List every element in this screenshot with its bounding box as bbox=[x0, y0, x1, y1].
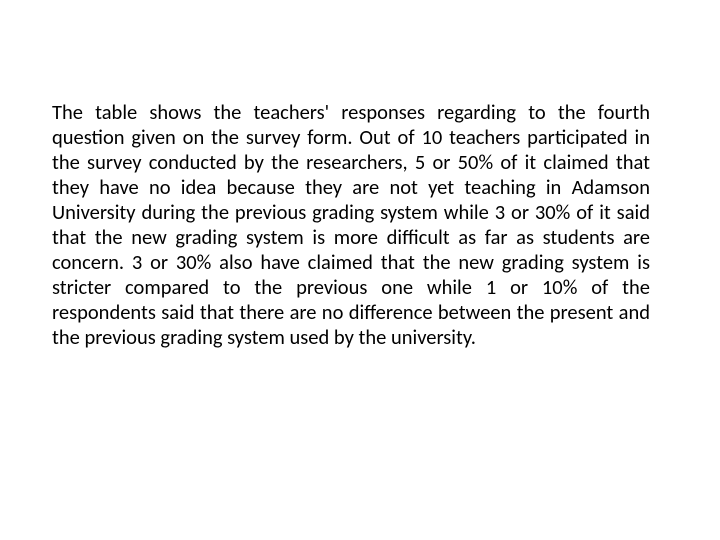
body-paragraph: The table shows the teachers' responses … bbox=[52, 100, 650, 350]
document-page: The table shows the teachers' responses … bbox=[0, 0, 720, 540]
